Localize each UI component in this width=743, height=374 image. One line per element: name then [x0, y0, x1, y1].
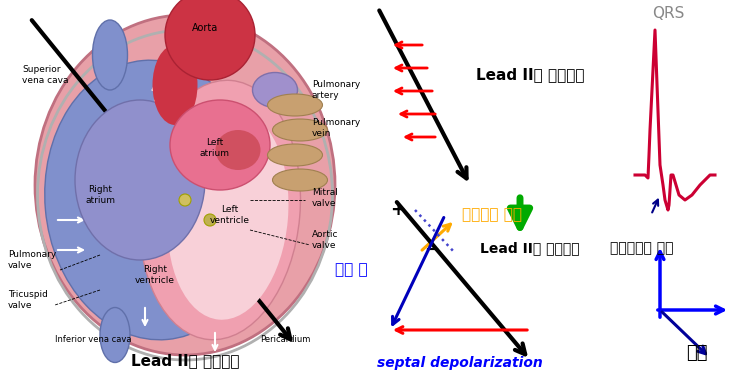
Text: Lead II의 측정방향: Lead II의 측정방향	[131, 353, 239, 368]
Ellipse shape	[92, 20, 128, 90]
Text: Pericardium: Pericardium	[260, 335, 311, 344]
Text: Aortic
valve: Aortic valve	[312, 230, 339, 250]
Text: 감소: 감소	[687, 344, 708, 362]
Ellipse shape	[267, 94, 322, 116]
Ellipse shape	[253, 73, 297, 107]
Ellipse shape	[167, 110, 288, 320]
Text: Right
atrium: Right atrium	[85, 185, 115, 205]
Text: 정사영한 벡터: 정사영한 벡터	[462, 208, 522, 223]
Ellipse shape	[152, 45, 198, 125]
Text: −: −	[424, 241, 440, 259]
Text: Right
ventricle: Right ventricle	[135, 265, 175, 285]
Ellipse shape	[35, 15, 335, 355]
Text: +: +	[391, 201, 406, 219]
Text: Lead II의 측정방향: Lead II의 측정방향	[480, 241, 580, 255]
Text: 벡터 합: 벡터 합	[335, 263, 368, 278]
Text: Superior
vena cava: Superior vena cava	[22, 65, 68, 85]
Text: Lead II의 측정방향: Lead II의 측정방향	[476, 67, 584, 83]
Text: Mitral
valve: Mitral valve	[312, 188, 338, 208]
Ellipse shape	[204, 214, 216, 226]
Text: Pulmonary
vein: Pulmonary vein	[312, 118, 360, 138]
Text: 심실중격의 수축: 심실중격의 수축	[610, 241, 673, 255]
Text: septal depolarization: septal depolarization	[377, 356, 543, 370]
Ellipse shape	[140, 80, 300, 340]
Text: Pulmonary
valve: Pulmonary valve	[8, 250, 56, 270]
Text: Inferior vena cava: Inferior vena cava	[55, 335, 132, 344]
Ellipse shape	[267, 144, 322, 166]
Ellipse shape	[45, 60, 265, 340]
Ellipse shape	[75, 100, 205, 260]
Text: Left
ventricle: Left ventricle	[210, 205, 250, 225]
Ellipse shape	[170, 100, 270, 190]
Ellipse shape	[215, 130, 261, 170]
Ellipse shape	[100, 307, 130, 362]
Ellipse shape	[273, 119, 328, 141]
Text: Left
atrium: Left atrium	[200, 138, 230, 158]
Ellipse shape	[179, 194, 191, 206]
Text: Aorta: Aorta	[192, 23, 218, 33]
Text: Tricuspid
valve: Tricuspid valve	[8, 290, 48, 310]
Ellipse shape	[273, 169, 328, 191]
Text: QRS: QRS	[652, 6, 684, 21]
Ellipse shape	[165, 0, 255, 80]
Text: Pulmonary
artery: Pulmonary artery	[312, 80, 360, 100]
